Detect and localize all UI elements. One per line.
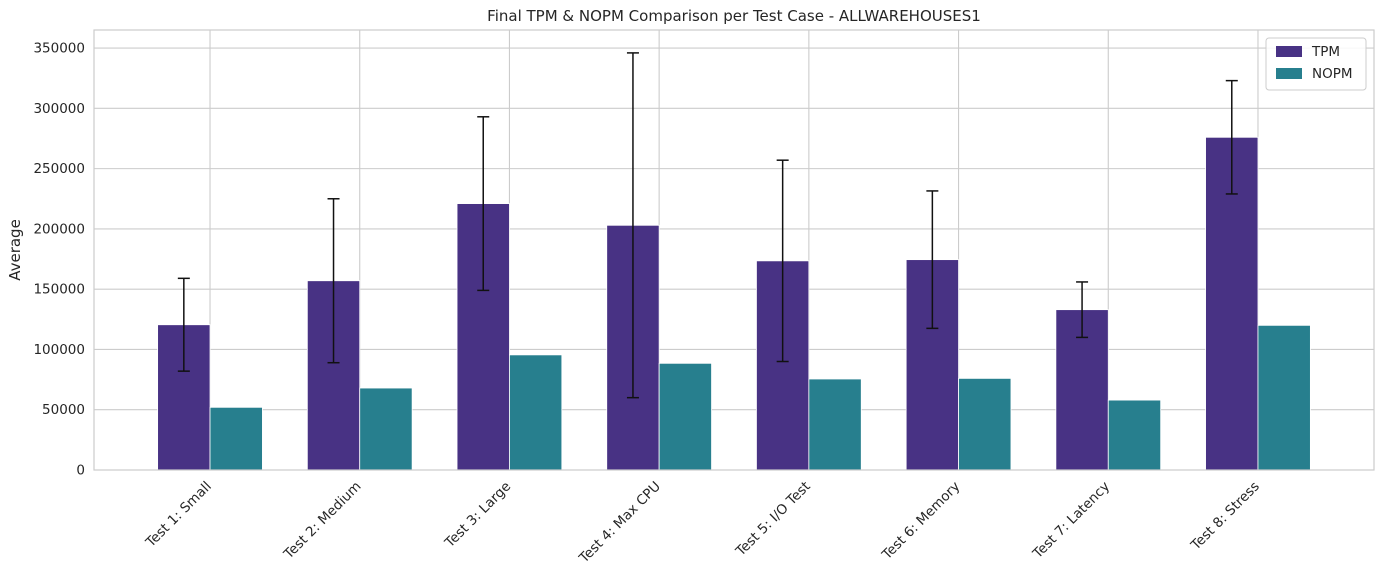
legend: TPM NOPM xyxy=(1265,37,1367,91)
x-tick-label: Test 1: Small xyxy=(142,479,215,552)
plot-frame xyxy=(93,29,1375,471)
error-bar-tpm-2 xyxy=(327,198,340,364)
x-tick-label: Test 2: Medium xyxy=(280,479,364,563)
error-bar-tpm-6 xyxy=(926,190,939,330)
legend-swatch-nopm xyxy=(1276,68,1302,79)
y-tick-label: 0 xyxy=(76,463,85,479)
x-tick-label: Test 5: I/O Test xyxy=(732,479,814,561)
bar-nopm-2 xyxy=(359,387,413,471)
bar-nopm-3 xyxy=(509,354,563,471)
chart-title: Final TPM & NOPM Comparison per Test Cas… xyxy=(487,7,981,25)
x-tick-label: Test 6: Memory xyxy=(878,479,963,564)
bar-nopm-7 xyxy=(1107,399,1162,471)
error-bar-tpm-1 xyxy=(177,277,190,372)
x-tick-label: Test 3: Large xyxy=(441,479,514,552)
error-bar-tpm-7 xyxy=(1076,281,1089,339)
x-tick-label: Test 8: Stress xyxy=(1187,479,1263,555)
bar-nopm-5 xyxy=(808,378,862,471)
y-tick-label: 200000 xyxy=(33,221,85,237)
bars xyxy=(157,136,1311,471)
error-bar-tpm-8 xyxy=(1225,79,1238,195)
y-tick-label: 300000 xyxy=(33,101,85,117)
bar-nopm-4 xyxy=(658,362,712,471)
legend-swatch-tpm xyxy=(1276,46,1302,57)
error-bar-tpm-5 xyxy=(776,159,789,363)
x-tick-labels: Test 1: Small Test 2: Medium Test 3: Large… xyxy=(142,479,1263,567)
y-tick-labels: 0 50000 100000 150000 200000 250000 300000 3500… xyxy=(33,41,85,479)
grid-lines xyxy=(94,30,1374,471)
bar-nopm-8 xyxy=(1257,324,1311,471)
y-axis-label: Average xyxy=(6,219,24,281)
y-tick-label: 50000 xyxy=(42,402,85,418)
error-bar-tpm-3 xyxy=(477,116,490,292)
y-tick-label: 350000 xyxy=(33,41,85,57)
error-bars xyxy=(177,52,1238,399)
x-tick-label: Test 7: Latency xyxy=(1029,479,1113,563)
bar-nopm-6 xyxy=(958,377,1012,471)
bar-nopm-1 xyxy=(209,406,263,471)
y-tick-label: 250000 xyxy=(33,161,85,177)
error-bar-tpm-4 xyxy=(626,52,639,399)
y-tick-label: 150000 xyxy=(33,282,85,298)
legend-label-tpm: TPM xyxy=(1311,44,1340,60)
x-tick-label: Test 4: Max CPU xyxy=(576,479,664,567)
legend-label-nopm: NOPM xyxy=(1312,66,1353,82)
y-tick-label: 100000 xyxy=(33,342,85,358)
